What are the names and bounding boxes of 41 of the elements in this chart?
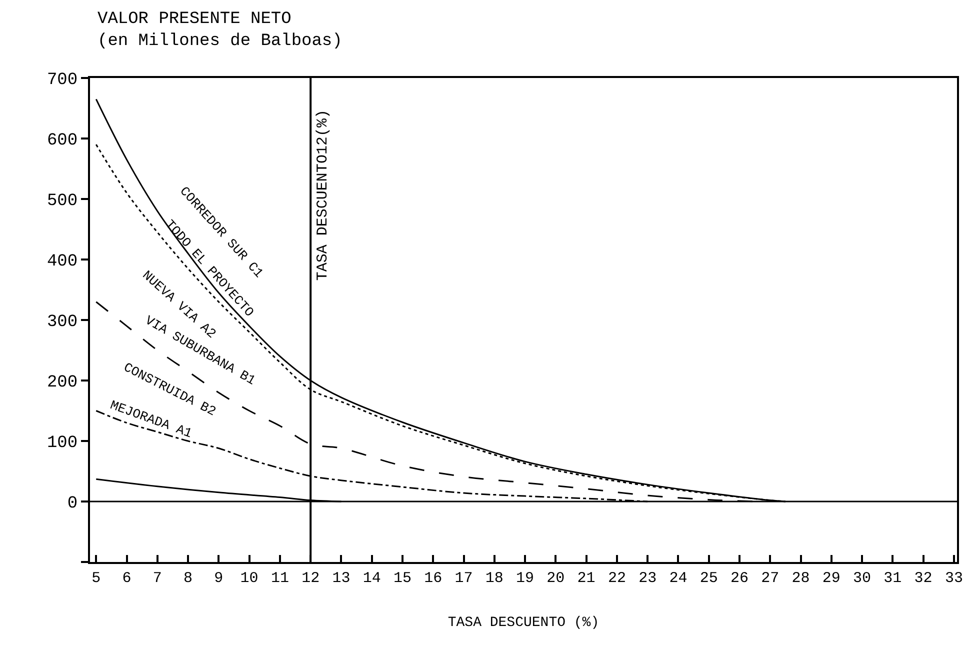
x-tick-label: 10 xyxy=(240,570,258,587)
y-tick-label: 400 xyxy=(46,252,78,272)
chart-subtitle: (en Millones de Balboas) xyxy=(98,32,342,52)
x-tick-label: 11 xyxy=(270,570,289,587)
y-tick-label: 100 xyxy=(46,434,78,453)
x-tick-label: 13 xyxy=(332,570,350,587)
x-tick-label: 17 xyxy=(454,570,473,587)
y-tick-label: 200 xyxy=(46,373,78,392)
y-tick-label: 600 xyxy=(46,131,78,150)
x-tick-label: 9 xyxy=(214,570,224,587)
x-tick-label: 23 xyxy=(638,570,657,587)
x-tick-label: 12 xyxy=(302,570,320,587)
x-tick-label: 8 xyxy=(184,570,193,587)
ref-line-label: TASA DESCUENTO12(%) xyxy=(314,110,332,281)
chart-title: VALOR PRESENTE NETO xyxy=(98,10,292,29)
x-tick-label: 32 xyxy=(914,570,932,587)
x-tick-label: 14 xyxy=(362,570,381,587)
y-tick-label: 0 xyxy=(67,494,78,514)
x-tick-label: 15 xyxy=(393,570,412,587)
x-tick-label: 28 xyxy=(792,570,810,587)
x-tick-label: 31 xyxy=(884,570,902,587)
x-tick-label: 22 xyxy=(608,570,626,587)
x-tick-label: 30 xyxy=(853,570,872,587)
y-tick-label: 700 xyxy=(46,70,78,90)
x-tick-label: 29 xyxy=(822,570,840,587)
x-tick-label: 6 xyxy=(122,570,132,587)
x-tick-label: 27 xyxy=(761,570,780,587)
x-tick-label: 7 xyxy=(152,570,162,587)
x-tick-label: 19 xyxy=(516,570,534,587)
x-tick-label: 33 xyxy=(944,570,963,587)
x-axis-title: TASA DESCUENTO (%) xyxy=(448,614,600,631)
x-tick-label: 18 xyxy=(485,570,504,587)
x-tick-label: 25 xyxy=(700,570,718,587)
y-tick-label: 500 xyxy=(46,192,78,211)
x-tick-label: 20 xyxy=(546,570,565,587)
x-tick-label: 21 xyxy=(577,570,596,587)
x-tick-label: 26 xyxy=(730,570,748,587)
y-tick-label: 300 xyxy=(46,312,78,332)
x-tick-label: 16 xyxy=(424,570,442,587)
x-tick-label: 24 xyxy=(669,570,688,587)
x-tick-label: 5 xyxy=(92,570,101,587)
